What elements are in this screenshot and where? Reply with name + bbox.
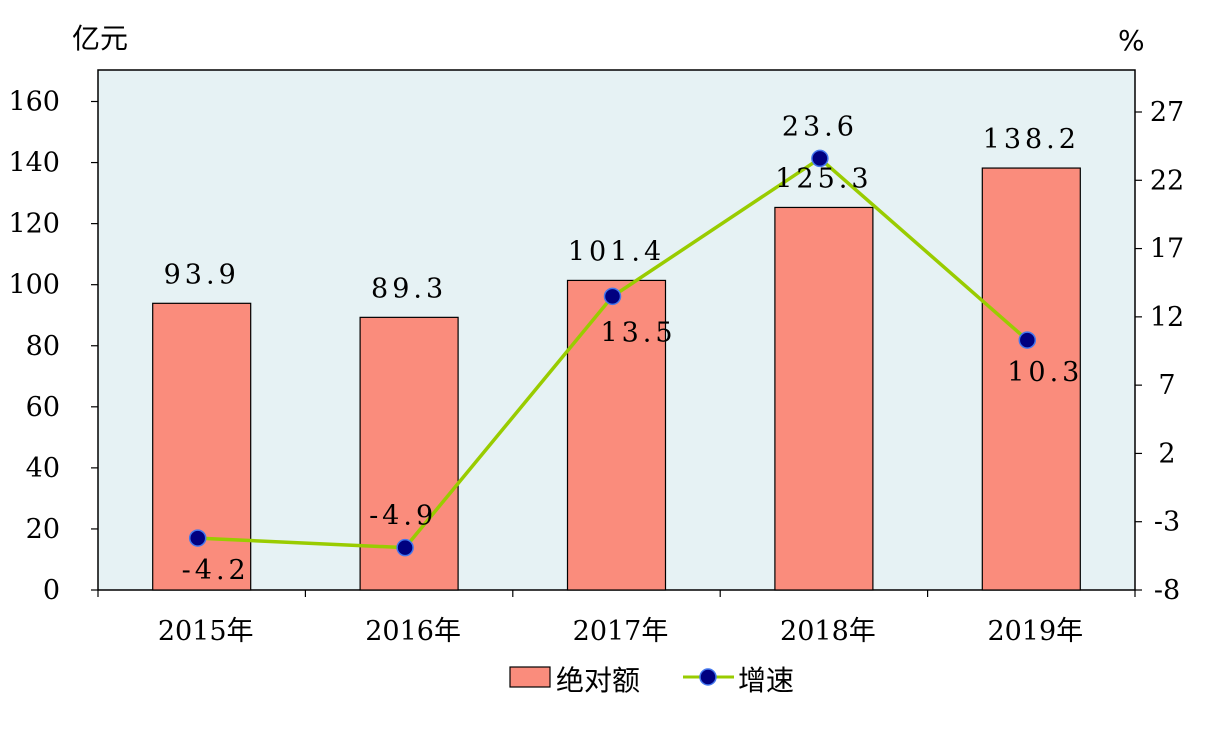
legend-marker (699, 668, 717, 686)
bar-label: 89.3 (371, 273, 447, 304)
x-tick-label: 2015年 (158, 616, 254, 647)
legend-swatch-bar (509, 666, 551, 688)
left-tick-label: 0 (43, 575, 60, 606)
right-tick-label: 22 (1150, 165, 1184, 196)
left-tick-label: 100 (8, 270, 60, 301)
right-tick-label: 17 (1150, 234, 1184, 265)
right-tick-label: -3 (1154, 507, 1180, 538)
left-tick-label: 20 (26, 514, 60, 545)
right-tick-label: 2 (1158, 438, 1175, 469)
growth-label: -4.9 (369, 501, 437, 532)
growth-point-2016年 (396, 538, 414, 557)
bar-2015年 (152, 302, 252, 591)
bar-2018年 (774, 206, 874, 591)
x-tick-label: 2017年 (573, 616, 669, 647)
right-axis-unit: % (1118, 24, 1145, 57)
left-tick-label: 60 (26, 392, 60, 423)
growth-label: 10.3 (1007, 357, 1083, 388)
left-tick-label: 80 (26, 331, 60, 362)
left-tick-label: 140 (8, 148, 60, 179)
bar-2019年 (981, 167, 1081, 591)
legend-label-bar: 绝对额 (556, 664, 640, 697)
right-tick-label: -8 (1154, 575, 1180, 606)
left-tick-label: 160 (8, 87, 60, 118)
growth-point-2015年 (188, 529, 207, 547)
legend: 绝对额 增速 (509, 664, 794, 697)
right-tick-label: 12 (1150, 302, 1184, 333)
x-tick-label: 2018年 (780, 616, 876, 647)
growth-label: 23.6 (782, 111, 858, 142)
axes: 020406080100120140160-8-327121722272015年… (8, 87, 1184, 648)
bar-label: 125.3 (775, 163, 872, 194)
left-tick-label: 40 (26, 453, 60, 484)
right-tick-label: 7 (1158, 370, 1175, 401)
growth-label: -4.2 (182, 555, 250, 586)
bar-label: 101.4 (568, 236, 665, 267)
line-series (188, 149, 1037, 557)
growth-point-2017年 (603, 287, 622, 306)
x-tick-label: 2016年 (365, 616, 461, 647)
left-tick-label: 120 (8, 209, 60, 240)
growth-point-2019年 (1018, 331, 1037, 349)
bar-2016年 (359, 316, 459, 591)
bar-label: 93.9 (164, 259, 240, 290)
left-axis-unit: 亿元 (72, 22, 128, 55)
growth-label: 13.5 (600, 317, 676, 348)
data-labels: 93.9 89.3 101.4 125.3 138.2 -4.2 -4.9 13.5 23.6 1… (164, 111, 1083, 586)
growth-point-2018年 (811, 149, 829, 168)
legend-label-line: 增速 (738, 664, 794, 697)
x-tick-label: 2019年 (987, 616, 1083, 647)
bar-label: 138.2 (983, 124, 1080, 155)
bar-series (152, 167, 1081, 591)
right-tick-label: 27 (1150, 97, 1184, 128)
